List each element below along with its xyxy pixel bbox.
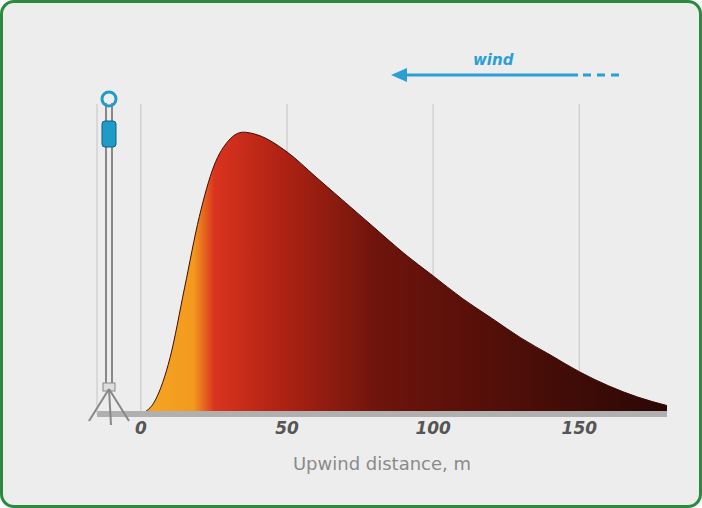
svg-text:0: 0 [135,418,147,438]
svg-text:wind: wind [473,51,514,69]
svg-text:Upwind distance, m: Upwind distance, m [293,453,471,474]
svg-text:100: 100 [415,418,451,438]
svg-text:50: 50 [275,418,299,438]
svg-text:150: 150 [562,418,598,438]
